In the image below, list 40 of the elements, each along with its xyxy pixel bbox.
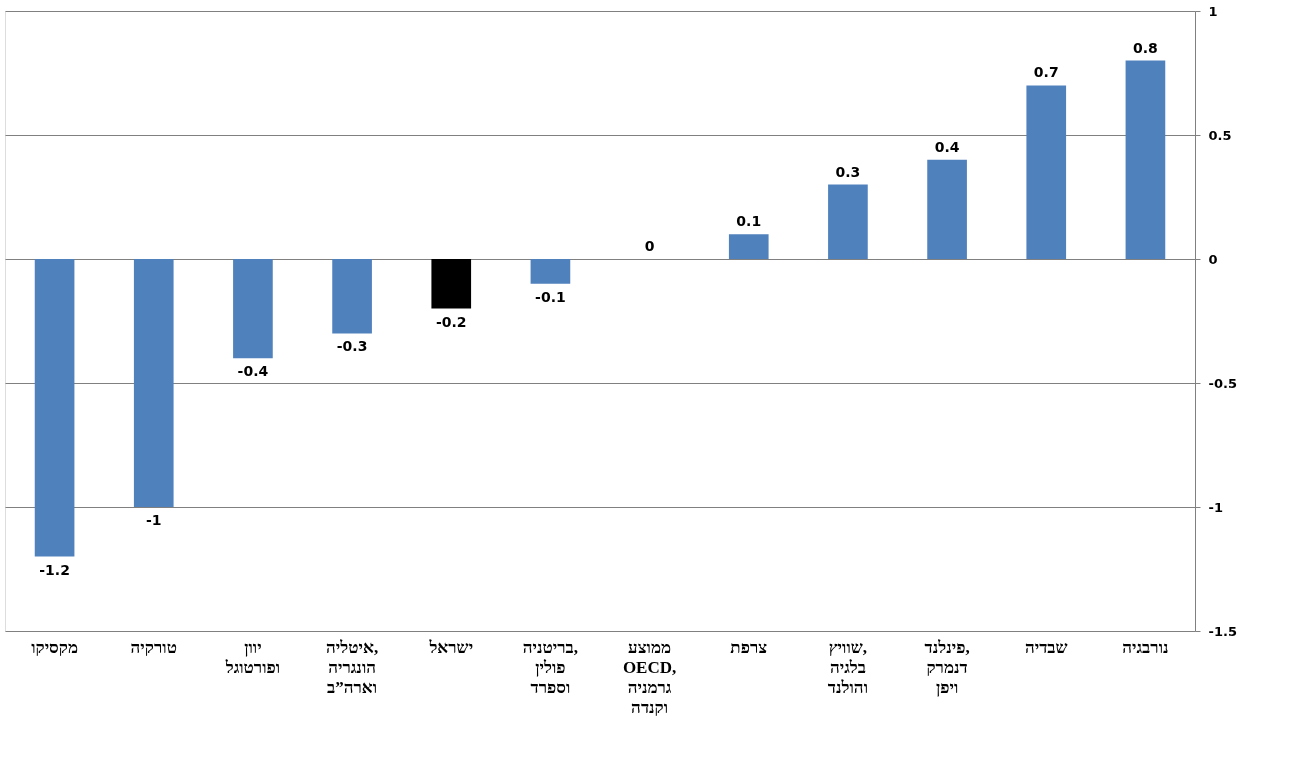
x-tick-label: שבדיה [1024,637,1068,657]
x-tick-label: צרפת [730,637,768,657]
bar [530,259,571,284]
bar [728,234,769,259]
x-tick-label: פינלנד, דנמרק ויפן [924,637,970,697]
data-label: 0.8 [1133,39,1158,56]
data-label: 0.1 [736,213,762,230]
bar [431,259,472,309]
y-tick-label: -1.5 [1208,623,1237,639]
bar [1125,60,1166,259]
x-tick-label: יוון ופורטוגל [224,637,281,677]
x-tick-label: נורבגיה [1122,637,1169,657]
data-label: -1.2 [39,561,70,578]
x-tick-label: איטליה, הונגריה וארה”ב [326,637,379,697]
y-tick-label: 0.5 [1208,127,1232,143]
data-label: 0.7 [1033,64,1059,81]
data-label: -0.3 [336,338,368,355]
data-label: 0.3 [835,163,861,180]
bar [233,259,273,359]
bar [1026,85,1067,259]
x-tick-label: טורקיה [130,637,177,657]
y-tick-label: -0.5 [1208,375,1237,391]
y-tick-label: -1 [1208,499,1223,515]
x-tick-label: שוויץ, בלגיה והולנד [827,637,868,697]
bar [332,259,372,334]
y-tick-label: 1 [1208,3,1218,19]
data-label: -0.4 [237,363,269,380]
data-label: -0.2 [435,313,467,330]
y-tick-label: 0 [1208,251,1218,267]
data-label: -0.1 [535,288,566,305]
bar [133,259,174,507]
x-tick-label: ישראל [428,637,474,657]
x-tick-label: בריטניה, פולין וספרד [522,637,579,697]
data-label: -1 [145,512,162,528]
data-label: 0 [644,238,655,254]
x-tick-label: מקסיקו [31,637,78,657]
bar [34,259,75,557]
data-label: 0.4 [934,138,960,155]
bar [927,159,967,259]
bar [828,184,868,259]
